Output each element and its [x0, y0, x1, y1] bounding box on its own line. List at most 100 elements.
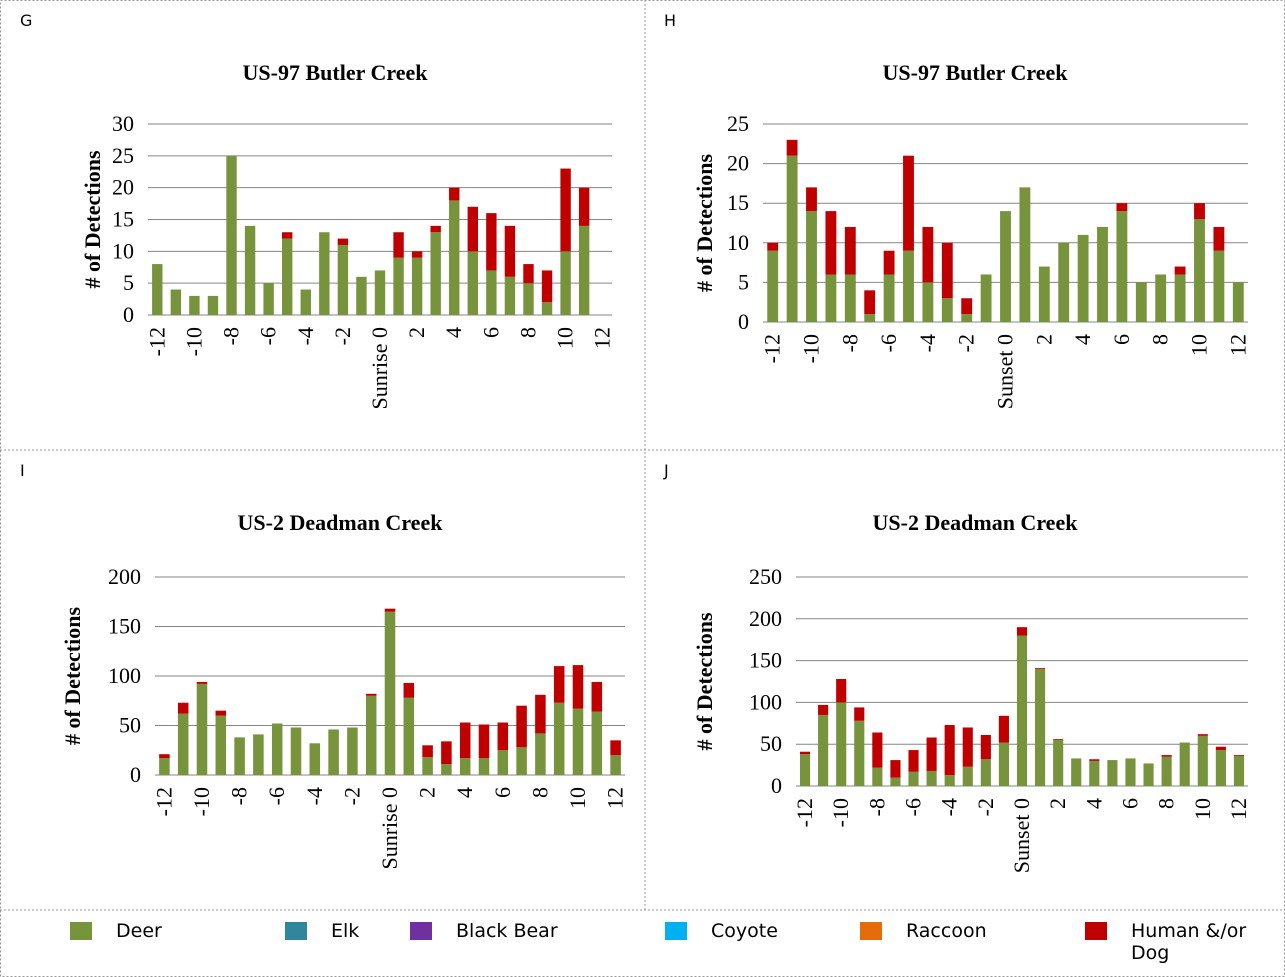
bar-segment — [177, 702, 189, 714]
y-axis-label: # of Detections — [692, 612, 717, 751]
bar-segment — [844, 274, 856, 322]
bar-segment — [337, 244, 349, 315]
y-tick-label: 10 — [727, 230, 749, 255]
bar-segment — [922, 282, 934, 322]
bar-segment — [207, 295, 219, 315]
bar-segment — [1174, 274, 1186, 322]
bar-segment — [572, 708, 584, 775]
bar-segment — [1194, 219, 1205, 322]
x-tick-label: -10 — [799, 334, 824, 363]
bar-segment — [478, 758, 490, 775]
x-tick-label: 12 — [603, 787, 628, 809]
bar-segment — [883, 250, 895, 275]
bar-segment — [836, 702, 847, 786]
x-tick-label: -6 — [876, 334, 901, 352]
bar-segment — [1038, 266, 1050, 322]
bar-segment — [903, 250, 914, 322]
x-tick-label: -4 — [293, 327, 318, 345]
legend-label: Deer — [116, 920, 162, 942]
bar-segment — [1116, 203, 1128, 212]
y-tick-label: 50 — [760, 731, 782, 756]
bar-segment — [1197, 735, 1208, 786]
bar-segment — [1089, 760, 1100, 786]
bar-segment — [1213, 250, 1225, 322]
bar-segment — [215, 715, 227, 775]
bar-segment — [170, 289, 182, 315]
bar-segment — [961, 314, 973, 322]
y-tick-label: 0 — [738, 309, 749, 334]
bar-segment — [1155, 274, 1167, 322]
bar-segment — [504, 276, 516, 315]
bar-segment — [962, 727, 973, 767]
x-tick-label: 6 — [1117, 798, 1142, 809]
bar-segment — [196, 683, 208, 775]
bar-segment — [422, 745, 433, 758]
bar-segment — [159, 754, 170, 759]
bar-segment — [1016, 635, 1028, 786]
bar-segment — [449, 187, 460, 201]
bar-segment — [1016, 627, 1028, 636]
bar-segment — [300, 289, 311, 315]
chart-title: US-97 Butler Creek — [883, 60, 1069, 85]
bar-segment — [459, 722, 471, 759]
bar-segment — [799, 751, 811, 755]
bar-segment — [337, 238, 349, 245]
bar-segment — [980, 735, 991, 760]
bar-segment — [1135, 282, 1147, 322]
bar-segment — [591, 711, 603, 775]
x-tick-label: -10 — [181, 327, 206, 356]
x-tick-label: -4 — [915, 334, 940, 352]
bar-segment — [1097, 226, 1108, 322]
bar-segment — [523, 283, 534, 315]
x-tick-label: 4 — [1081, 798, 1106, 809]
bar-segment — [384, 611, 396, 775]
bar-segment — [903, 155, 914, 251]
legend-item: Coyote — [665, 920, 778, 942]
x-tick-label: -12 — [792, 798, 817, 827]
bar-segment — [393, 257, 404, 315]
bar-segment — [459, 758, 471, 775]
legend-label: Black Bear — [456, 920, 558, 942]
x-tick-label: 2 — [1031, 334, 1056, 345]
y-tick-label: 0 — [771, 773, 782, 798]
bar-segment — [926, 737, 937, 771]
bar-segment — [1161, 755, 1172, 757]
bar-segment — [535, 694, 546, 734]
bar-segment — [497, 722, 509, 751]
bar-segment — [786, 139, 798, 156]
bar-segment — [523, 264, 534, 284]
x-tick-label: -10 — [189, 787, 214, 816]
x-tick-label: -12 — [760, 334, 785, 363]
y-tick-label: 250 — [749, 564, 782, 589]
legend-swatch — [410, 922, 432, 940]
bar-segment — [806, 187, 817, 212]
x-tick-label: 10 — [1187, 334, 1212, 356]
bar-segment — [365, 695, 377, 775]
bar-segment — [516, 705, 527, 748]
x-tick-label: 12 — [590, 327, 615, 349]
bar-segment — [854, 720, 865, 786]
x-tick-label: -12 — [151, 787, 176, 816]
bar-segment — [189, 295, 200, 315]
bar-segment — [1161, 756, 1172, 786]
bar-segment — [560, 168, 571, 252]
bar-segment — [541, 270, 553, 303]
bar-segment — [962, 766, 973, 786]
bar-segment — [319, 232, 330, 315]
x-tick-label: 10 — [1190, 798, 1215, 820]
panel-label: I — [20, 461, 25, 480]
x-tick-label: Sunrise 0 — [377, 787, 402, 870]
y-tick-label: 20 — [727, 151, 749, 176]
bar-segment — [504, 225, 516, 277]
y-tick-label: 15 — [727, 190, 749, 215]
bar-segment — [478, 724, 490, 759]
bar-segment — [578, 187, 590, 226]
x-tick-label: -8 — [219, 327, 244, 345]
y-tick-label: 200 — [108, 564, 141, 589]
bar-segment — [282, 232, 293, 239]
x-tick-label: 2 — [415, 787, 440, 798]
x-tick-label: 8 — [527, 787, 552, 798]
bar-segment — [430, 232, 441, 315]
x-tick-label: 10 — [553, 327, 578, 349]
